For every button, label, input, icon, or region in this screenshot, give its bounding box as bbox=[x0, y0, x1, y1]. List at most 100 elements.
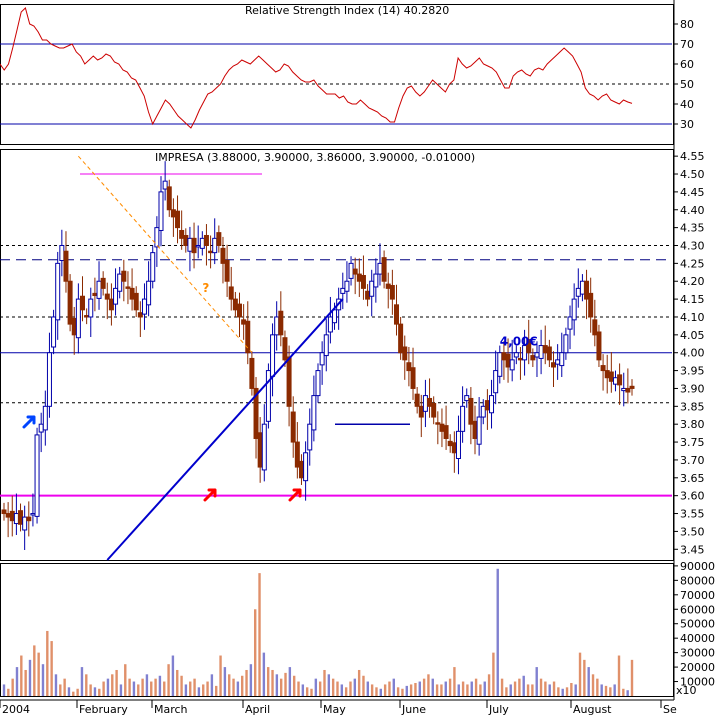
candle-body bbox=[319, 352, 325, 366]
volume-bar bbox=[150, 681, 153, 696]
price-tick-label: 4.15 bbox=[680, 293, 705, 306]
volume-bar bbox=[228, 674, 231, 696]
rsi-line bbox=[0, 7, 633, 129]
candle-body bbox=[443, 425, 449, 439]
candle-body bbox=[592, 319, 598, 336]
volume-bar bbox=[565, 687, 569, 696]
candle-body bbox=[286, 356, 292, 407]
volume-bar bbox=[370, 684, 374, 696]
volume-bar bbox=[405, 685, 408, 696]
x-tick-label: March bbox=[154, 703, 188, 716]
candle-body bbox=[125, 286, 131, 289]
volume-bar bbox=[189, 681, 192, 696]
candle-body bbox=[270, 334, 276, 377]
price-tick-label: 3.55 bbox=[680, 508, 705, 521]
volume-bar bbox=[587, 667, 590, 696]
candle-body bbox=[596, 331, 602, 361]
volume-bar bbox=[418, 681, 421, 696]
volume-bar bbox=[375, 687, 378, 696]
volume-tick-label: 20000 bbox=[680, 661, 715, 674]
x-tick-label: April bbox=[245, 703, 270, 716]
candle-body bbox=[389, 285, 395, 300]
volume-bar bbox=[24, 669, 27, 696]
candle-body bbox=[290, 411, 296, 443]
candle-body bbox=[551, 362, 556, 368]
candle-body bbox=[414, 393, 420, 407]
candle-body bbox=[451, 442, 457, 454]
volume-bar bbox=[54, 674, 58, 696]
volume-bar bbox=[76, 688, 79, 696]
volume-bar bbox=[583, 659, 586, 696]
volume-bar bbox=[128, 678, 131, 696]
candle-body bbox=[187, 237, 193, 252]
volume-bar bbox=[392, 678, 395, 696]
volume-bar bbox=[323, 669, 326, 696]
x-tick-label: February bbox=[79, 703, 128, 716]
volume-bar bbox=[487, 674, 491, 696]
volume-bar bbox=[184, 684, 188, 696]
candle-body bbox=[484, 400, 490, 411]
volume-bar bbox=[466, 684, 469, 696]
volume-bar bbox=[401, 688, 404, 696]
candle-body bbox=[530, 355, 536, 361]
volume-bar bbox=[7, 688, 10, 696]
candle-body bbox=[67, 280, 73, 325]
rsi-title: Relative Strength Index (14) 40.2820 bbox=[245, 4, 449, 17]
price-tick-label: 4.30 bbox=[680, 239, 705, 252]
rsi-tick-label: 80 bbox=[680, 18, 694, 31]
volume-tick-label: 10000 bbox=[680, 676, 715, 689]
volume-bar bbox=[271, 669, 274, 696]
candle-body bbox=[179, 229, 185, 239]
candle-body bbox=[228, 286, 234, 300]
volume-bar bbox=[461, 681, 465, 696]
candle-body bbox=[121, 270, 127, 282]
candle-body bbox=[398, 323, 404, 354]
volume-bar bbox=[141, 678, 144, 696]
volume-tick-label: 90000 bbox=[680, 560, 715, 573]
volume-bar bbox=[158, 675, 162, 696]
volume-bar bbox=[11, 678, 14, 696]
volume-tick-label: 80000 bbox=[680, 574, 715, 587]
candle-body bbox=[294, 441, 300, 468]
candle-body bbox=[394, 304, 399, 325]
candle-body bbox=[493, 370, 499, 394]
volume-bar bbox=[331, 678, 335, 696]
candle-body bbox=[261, 423, 267, 471]
volume-bar bbox=[492, 652, 495, 696]
candle-body bbox=[42, 405, 48, 431]
volume-bar bbox=[409, 684, 413, 696]
candle-body bbox=[348, 262, 354, 279]
volume-bar bbox=[223, 667, 227, 696]
x-tick-label: August bbox=[573, 703, 612, 716]
candle-body bbox=[212, 237, 218, 254]
candle-body bbox=[579, 280, 585, 295]
volume-bar bbox=[427, 674, 430, 696]
volume-bar bbox=[474, 678, 478, 696]
candle-body bbox=[489, 395, 495, 414]
volume-bar bbox=[448, 678, 452, 696]
price-tick-label: 3.90 bbox=[680, 382, 705, 395]
candle-body bbox=[323, 334, 329, 357]
price-tick-label: 3.75 bbox=[680, 436, 705, 449]
volume-bar bbox=[167, 664, 170, 696]
price-tick-label: 4.35 bbox=[680, 222, 705, 235]
price-tick-label: 4.00 bbox=[680, 347, 705, 360]
trendline bbox=[106, 298, 344, 561]
volume-bar bbox=[215, 685, 218, 696]
volume-bar bbox=[176, 669, 179, 696]
candle-body bbox=[617, 374, 623, 386]
volume-bar bbox=[552, 681, 556, 696]
candle-body bbox=[63, 250, 69, 282]
volume-bar bbox=[80, 667, 84, 696]
volume-bar bbox=[444, 681, 447, 696]
candle-body bbox=[600, 365, 606, 372]
candle-body bbox=[356, 273, 362, 282]
volume-bar bbox=[279, 678, 283, 696]
candle-body bbox=[571, 298, 577, 321]
volume-bar bbox=[622, 688, 625, 696]
candle-body bbox=[501, 352, 507, 361]
volume-bar bbox=[258, 573, 261, 696]
volume-bar bbox=[379, 688, 382, 696]
volume-bar bbox=[210, 674, 214, 696]
volume-tick-label: 40000 bbox=[680, 632, 715, 645]
